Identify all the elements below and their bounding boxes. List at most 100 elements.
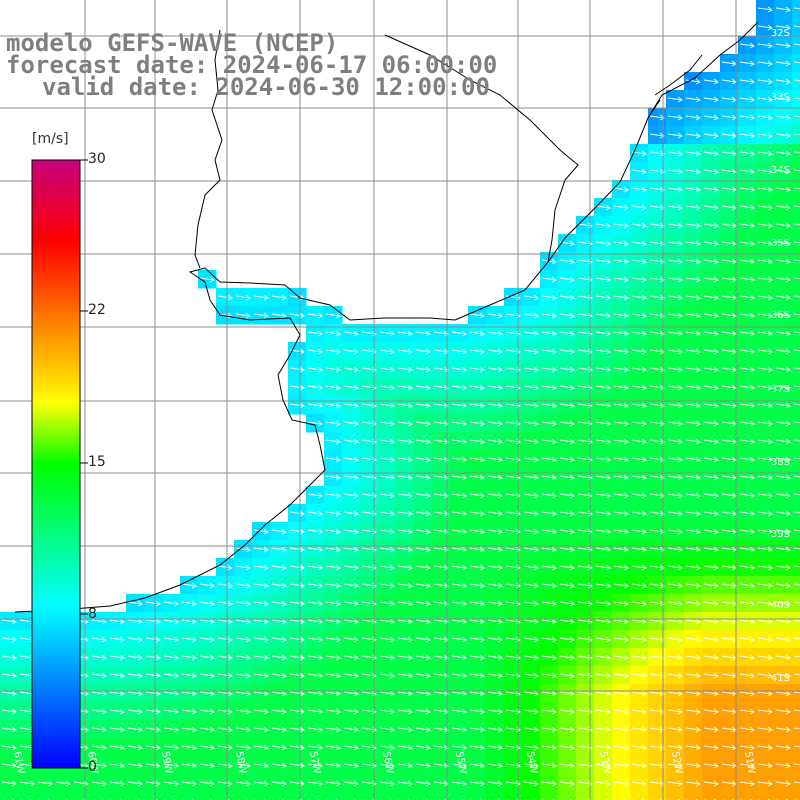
wind-arrow — [379, 384, 395, 391]
wind-arrow — [793, 727, 800, 730]
wind-arrow — [685, 366, 701, 373]
wind-arrow — [703, 672, 719, 679]
wind-arrow — [793, 691, 800, 694]
wind-arrow — [703, 564, 719, 571]
wind-arrow — [775, 510, 791, 517]
wind-arrow — [703, 582, 719, 589]
wind-arrow — [235, 582, 251, 589]
wind-arrow — [631, 438, 647, 445]
wind-arrow — [613, 600, 629, 607]
wind-arrow — [415, 582, 431, 589]
wind-arrow — [631, 240, 647, 247]
wind-arrow — [541, 600, 557, 607]
wind-arrow — [739, 744, 755, 751]
wind-arrow — [217, 726, 233, 733]
wind-arrow — [163, 654, 179, 661]
wind-speed-cell — [630, 792, 649, 800]
wind-arrow — [595, 510, 611, 517]
wind-arrow — [289, 618, 305, 625]
wind-arrow — [325, 510, 341, 517]
wind-arrow — [703, 708, 719, 715]
wind-arrow — [775, 204, 791, 211]
wind-arrow — [757, 258, 773, 265]
wind-arrow — [757, 744, 773, 751]
wind-arrow — [793, 745, 800, 748]
wind-arrow — [253, 690, 269, 697]
wind-arrow — [379, 366, 395, 373]
wind-arrow — [667, 186, 683, 193]
wind-arrow — [775, 600, 791, 607]
wind-arrow — [145, 618, 161, 625]
wind-arrow — [667, 258, 683, 265]
wind-arrow — [217, 744, 233, 751]
wind-arrow — [433, 330, 449, 337]
wind-speed-cell — [792, 270, 800, 289]
wind-arrow — [433, 456, 449, 463]
wind-arrow — [775, 258, 791, 265]
wind-arrow — [685, 654, 701, 661]
wind-speed-cell — [252, 792, 271, 800]
wind-arrow — [775, 528, 791, 535]
wind-arrow — [469, 456, 485, 463]
wind-arrow — [775, 420, 791, 427]
wind-speed-cell — [666, 792, 685, 800]
wind-arrow — [649, 672, 665, 679]
wind-arrow — [91, 636, 107, 643]
wind-arrow — [487, 330, 503, 337]
wind-arrow — [397, 564, 413, 571]
wind-arrow — [163, 726, 179, 733]
wind-arrow — [217, 564, 233, 571]
wind-arrow — [469, 672, 485, 679]
wind-arrow — [487, 708, 503, 715]
longitude-label: 57W — [307, 751, 322, 775]
wind-arrow — [253, 708, 269, 715]
wind-arrow — [793, 637, 800, 640]
wind-arrow — [559, 420, 575, 427]
wind-arrow — [397, 672, 413, 679]
wind-arrow — [289, 672, 305, 679]
wind-arrow — [307, 672, 323, 679]
wind-arrow — [523, 492, 539, 499]
wind-arrow — [217, 762, 233, 769]
wind-arrow — [181, 780, 197, 787]
wind-arrow — [217, 708, 233, 715]
wind-arrow — [163, 672, 179, 679]
wind-arrow — [775, 384, 791, 391]
wind-arrow — [595, 708, 611, 715]
wind-arrow — [379, 690, 395, 697]
wind-arrow — [667, 240, 683, 247]
wind-arrow — [253, 312, 269, 319]
wind-arrow — [667, 96, 683, 103]
wind-arrow — [451, 438, 467, 445]
wind-arrow — [739, 636, 755, 643]
wind-arrow — [415, 420, 431, 427]
wind-arrow — [703, 114, 719, 121]
wind-arrow — [595, 600, 611, 607]
wind-arrow — [289, 690, 305, 697]
wind-arrow — [343, 708, 359, 715]
wind-arrow — [307, 330, 323, 337]
wind-arrow — [415, 456, 431, 463]
wind-speed-cell — [342, 792, 361, 800]
wind-arrow — [595, 258, 611, 265]
wind-arrow — [181, 762, 197, 769]
wind-arrow — [703, 294, 719, 301]
wind-arrow — [775, 240, 791, 247]
wind-arrow — [181, 708, 197, 715]
wind-arrow — [325, 438, 341, 445]
wind-arrow — [685, 78, 701, 85]
wind-arrow — [775, 402, 791, 409]
wind-arrow — [685, 726, 701, 733]
wind-speed-cell — [414, 792, 433, 800]
wind-arrow — [271, 636, 287, 643]
wind-arrow — [667, 114, 683, 121]
wind-speed-cell — [432, 792, 451, 800]
wind-arrow — [631, 276, 647, 283]
wind-arrow — [685, 384, 701, 391]
wind-arrow — [487, 456, 503, 463]
wind-arrow — [739, 330, 755, 337]
wind-arrow — [559, 492, 575, 499]
wind-arrow — [433, 618, 449, 625]
wind-speed-cell — [792, 738, 800, 757]
wind-arrow — [109, 708, 125, 715]
